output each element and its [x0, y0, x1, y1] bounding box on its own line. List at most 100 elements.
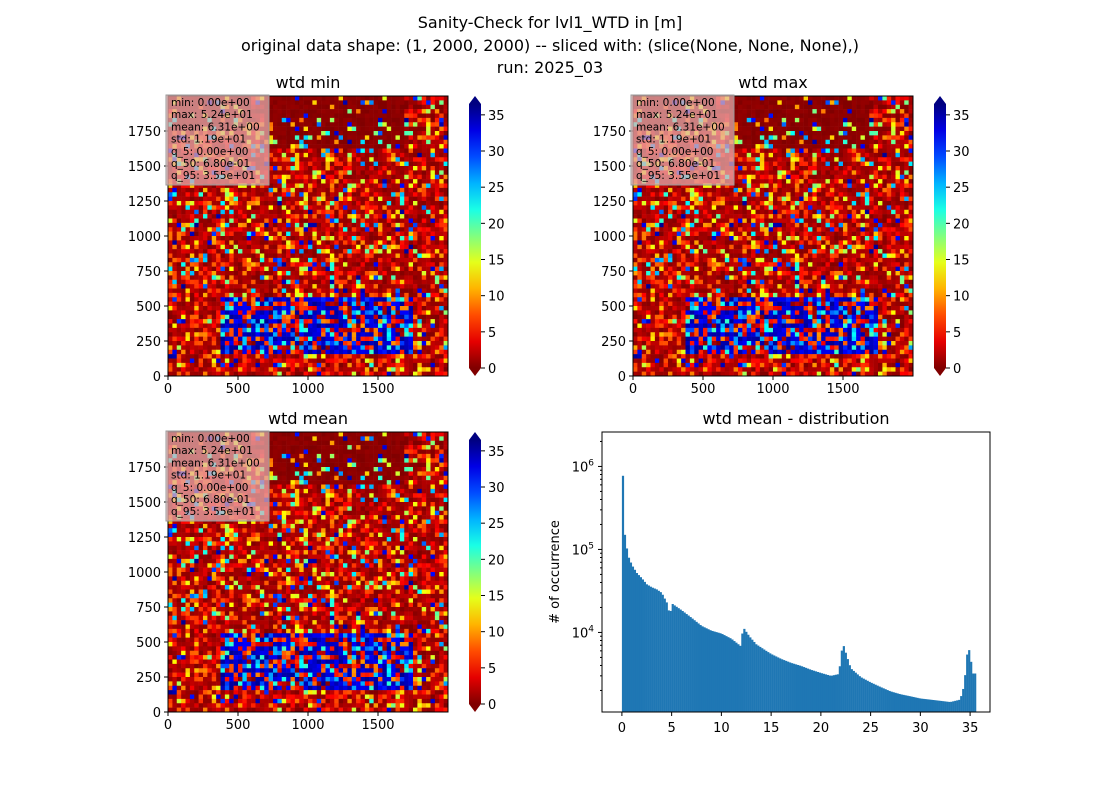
colorbar-tick-label: 15 — [488, 254, 505, 269]
stats-line: q_5: 0.00e+00 — [636, 146, 713, 158]
x-tick-label: 0 — [164, 718, 172, 733]
stats-line: max: 5.24e+01 — [171, 109, 253, 121]
histogram-bar — [645, 584, 648, 712]
histogram-bar — [681, 611, 684, 712]
histogram-bar — [769, 653, 772, 712]
colorbar-tick-label: 25 — [953, 181, 970, 196]
histogram-bar — [950, 701, 953, 712]
histogram-bar — [697, 623, 700, 712]
histogram-bar — [751, 639, 754, 712]
histogram-bar — [623, 534, 627, 712]
histogram-bar — [826, 674, 830, 712]
histogram-bars — [621, 475, 977, 712]
histogram-bar — [866, 680, 869, 712]
histogram-bar — [948, 701, 951, 712]
histogram-bar — [661, 594, 664, 712]
histogram-bar — [637, 575, 641, 712]
histogram-bar — [872, 683, 875, 712]
y-tick-label: 1750 — [593, 125, 626, 140]
x-tick-label: 1500 — [361, 718, 394, 733]
colorbar-tick-label: 20 — [953, 217, 970, 232]
histogram-bar — [806, 668, 810, 712]
histogram-bar — [840, 650, 843, 712]
histogram-bar — [954, 700, 957, 712]
histogram-bar — [633, 569, 637, 712]
panel-title: wtd mean - distribution — [702, 409, 889, 428]
y-tick-label: 1500 — [128, 496, 161, 511]
histogram-bar — [795, 664, 798, 712]
suptitle-line-2: original data shape: (1, 2000, 2000) -- … — [241, 36, 859, 55]
x-tick-label: 20 — [813, 721, 830, 736]
stats-line: std: 1.19e+01 — [171, 470, 246, 482]
colorbar-tick-label: 0 — [488, 362, 496, 377]
histogram-panel: wtd mean - distribution 0 5 10 15 20 25 30 35 104… — [548, 409, 991, 736]
y-tick-label: 500 — [601, 300, 626, 315]
histogram-bar — [862, 678, 865, 712]
histogram-bar — [683, 612, 686, 712]
y-tick-label: 1750 — [128, 125, 161, 140]
histogram-bar — [727, 637, 730, 712]
histogram-bar — [747, 634, 750, 712]
histogram-bar — [691, 618, 694, 712]
y-tick-label: 250 — [136, 671, 161, 686]
y-axis-label: # of occurrence — [548, 520, 563, 624]
axes-frame — [601, 431, 991, 713]
histogram-bar — [896, 693, 899, 712]
histogram-bar — [651, 587, 654, 712]
heatmap-cells — [633, 96, 914, 377]
y-tick-label: 104 — [572, 624, 595, 641]
histogram-bar — [749, 637, 752, 712]
histogram-bar — [657, 590, 660, 712]
x-tick-label: 1000 — [756, 382, 789, 397]
histogram-bar — [812, 670, 816, 712]
histogram-bar — [800, 666, 804, 712]
colorbar-tick-label: 35 — [488, 445, 505, 460]
histogram-bar — [741, 633, 744, 712]
histogram-bar — [848, 665, 851, 712]
histogram-bar — [938, 700, 941, 712]
colorbar-tick-label: 5 — [953, 326, 961, 341]
histogram-bar — [725, 636, 728, 712]
histogram-bar — [798, 665, 802, 712]
stats-box-background — [165, 430, 270, 522]
stats-line: mean: 6.31e+00 — [171, 457, 260, 469]
histogram-bar — [721, 634, 724, 712]
histogram-bar — [663, 598, 666, 712]
colorbar-tick-label: 25 — [488, 517, 505, 532]
histogram-bar — [870, 682, 873, 712]
histogram-bar — [787, 661, 790, 712]
histogram-bar — [970, 661, 973, 712]
histogram-bar — [729, 638, 732, 712]
x-tick-label: 500 — [226, 718, 251, 733]
colorbar-tick-label: 30 — [488, 145, 505, 160]
histogram-bar — [912, 696, 915, 712]
histogram-bar — [884, 689, 887, 712]
histogram-bar — [675, 606, 678, 712]
histogram-bar — [793, 663, 796, 712]
histogram-bar — [920, 698, 923, 712]
histogram-bar — [783, 660, 786, 712]
histogram-bar — [655, 589, 658, 712]
histogram-bar — [926, 699, 929, 712]
histogram-bar — [779, 658, 782, 712]
histogram-bar — [785, 660, 788, 712]
histogram-bar — [647, 585, 650, 712]
histogram-bar — [641, 579, 644, 712]
y-tick-label: 0 — [153, 370, 161, 385]
colorbar-tick-label: 30 — [953, 145, 970, 160]
histogram-bar — [621, 475, 625, 712]
histogram-bar — [844, 652, 847, 712]
colorbar-tick-label: 15 — [488, 590, 505, 605]
y-tick-label: 750 — [136, 601, 161, 616]
histogram-bar — [761, 648, 764, 712]
histogram-bar — [922, 698, 925, 712]
histogram-bar — [816, 672, 820, 712]
histogram-bar — [846, 659, 849, 712]
colorbar-tick-label: 35 — [953, 109, 970, 124]
histogram-bar — [952, 701, 955, 712]
histogram-bar — [842, 646, 845, 712]
